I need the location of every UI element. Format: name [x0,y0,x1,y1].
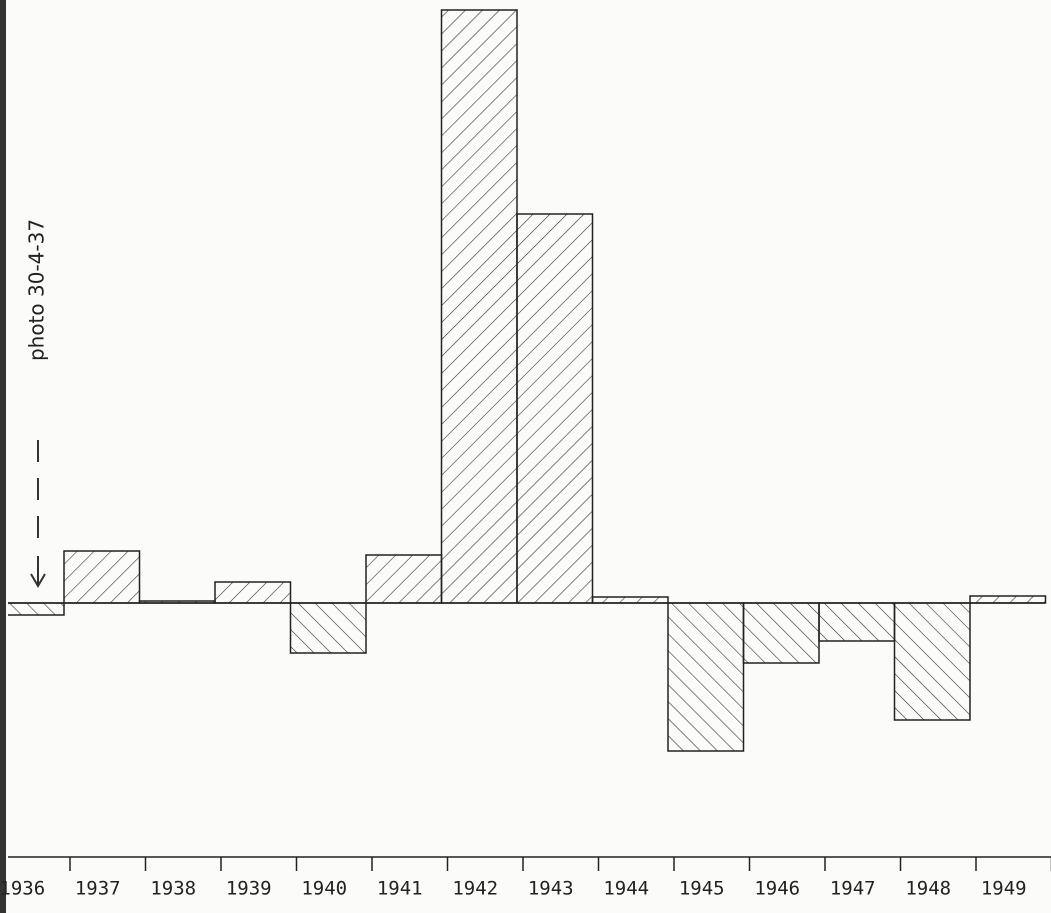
bar [818,602,896,642]
bar [365,554,443,604]
x-tick-label: 1949 [981,878,1027,900]
x-tick-label: 1942 [452,878,498,900]
x-tick-label: 1938 [150,878,196,900]
annotation: photo 30-4-37 [25,219,49,588]
x-tick-label: 1947 [830,878,876,900]
x-tick-label: 1943 [528,878,574,900]
bars [8,9,1047,752]
bar [591,596,669,604]
x-tick-label: 1946 [754,878,800,900]
bar [893,602,971,721]
x-tick-label: 1945 [679,878,725,900]
bar [63,550,141,604]
bar [742,602,820,664]
arrow [30,556,46,588]
annotation-text: photo 30-4-37 [25,219,49,361]
scan-edge [0,0,6,913]
x-tick-label: 1936 [0,878,45,900]
x-tick-label: 1948 [905,878,951,900]
bar [969,595,1047,604]
bar [8,602,65,616]
bar [516,213,594,604]
x-tick-label: 1939 [226,878,272,900]
bar [214,581,292,604]
bar [667,602,745,752]
bar [289,602,367,654]
x-tick-label: 1940 [301,878,347,900]
x-tick-label: 1944 [603,878,649,900]
x-tick-label: 1937 [75,878,121,900]
bar [440,9,518,604]
x-tick-label: 1941 [377,878,423,900]
